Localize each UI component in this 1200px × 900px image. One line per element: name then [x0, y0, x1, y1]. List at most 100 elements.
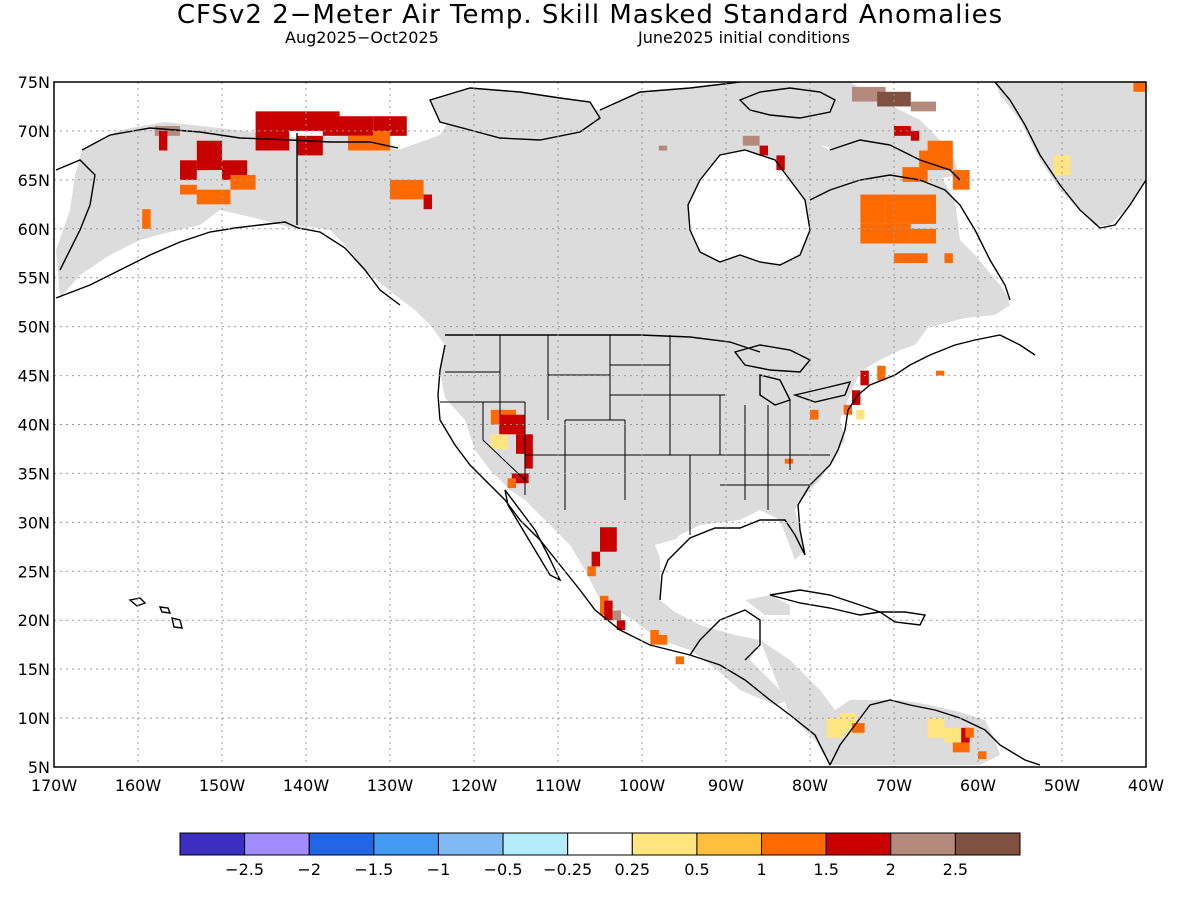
anomaly-cell	[860, 194, 886, 224]
latitude-tick-label: 35N	[18, 464, 50, 483]
latitude-labels: 75N 70N 65N 60N 55N 50N 45N 40N 35N 30N 25N 20N 15N 1…	[18, 73, 50, 777]
longitude-tick-label: 150W	[199, 776, 246, 795]
anomaly-cell	[587, 566, 596, 577]
latitude-tick-label: 30N	[18, 513, 50, 532]
colorbar-label: 0.25	[614, 860, 650, 879]
anomaly-cell	[230, 174, 256, 190]
anomaly-cell	[759, 145, 768, 156]
anomaly-cell	[965, 727, 974, 738]
anomaly-cell	[180, 184, 197, 195]
anomaly-cell	[159, 130, 168, 151]
initial-conditions: June2025 initial conditions	[638, 28, 851, 47]
anomaly-cell	[591, 551, 600, 567]
latitude-tick-label: 55N	[18, 269, 50, 288]
anomaly-cell	[742, 135, 760, 146]
longitude-tick-label: 110W	[535, 776, 582, 795]
graticule	[54, 82, 1146, 767]
latitude-tick-label: 5N	[28, 758, 50, 777]
colorbar-label: −2.5	[225, 860, 264, 879]
colorbar-label: −2	[297, 860, 321, 879]
anomaly-cell	[658, 145, 668, 151]
anomaly-cell	[776, 155, 785, 171]
anomaly-cell	[852, 86, 886, 102]
colorbar-label: 0.5	[684, 860, 709, 879]
colorbar-label: −1.5	[354, 860, 393, 879]
chart-title: CFSv2 2−Meter Air Temp. Skill Masked Sta…	[176, 0, 1004, 30]
anomaly-cell	[877, 91, 911, 107]
anomaly-cell	[196, 189, 231, 205]
colorbar-label: −1	[427, 860, 451, 879]
colorbar-swatch	[567, 832, 633, 856]
latitude-tick-label: 15N	[18, 660, 50, 679]
latitude-tick-label: 10N	[18, 709, 50, 728]
anomaly-cell	[600, 527, 617, 552]
anomaly-cell	[180, 160, 197, 180]
anomaly-cell	[894, 253, 928, 264]
latitude-tick-label: 25N	[18, 562, 50, 581]
anomaly-cell	[936, 370, 945, 376]
anomaly-cell	[196, 140, 222, 171]
anomaly-cell	[919, 150, 953, 171]
coastlines	[55, 82, 1146, 766]
longitude-tick-label: 40W	[1128, 776, 1164, 795]
anomaly-cell	[142, 209, 151, 229]
anomaly-cell	[894, 126, 911, 136]
longitude-tick-label: 60W	[960, 776, 996, 795]
colorbar-swatch	[502, 832, 569, 856]
anomaly-cell	[944, 253, 953, 264]
longitude-labels: 170W 160W 150W 140W 130W 120W 110W 100W 90W 80W 70…	[31, 776, 1164, 795]
anomaly-cell	[423, 194, 432, 210]
anomaly-cell	[860, 223, 911, 244]
anomaly-cell	[650, 630, 659, 640]
anomaly-cell	[616, 620, 626, 630]
anomaly-cell	[612, 610, 621, 621]
longitude-tick-label: 120W	[451, 776, 498, 795]
latitude-tick-label: 20N	[18, 611, 50, 630]
colorbar-label: −0.5	[484, 860, 523, 879]
latitude-tick-label: 75N	[18, 73, 50, 92]
anomaly-cell	[978, 751, 987, 760]
anomaly-cell	[390, 179, 424, 200]
latitude-tick-label: 65N	[18, 171, 50, 190]
skill-mask-area	[56, 82, 1146, 765]
state-boundaries	[440, 335, 830, 535]
anomaly-cell	[524, 448, 533, 469]
anomaly-cell	[927, 718, 945, 738]
anomaly-cell	[826, 718, 844, 738]
longitude-tick-label: 50W	[1044, 776, 1080, 795]
anomaly-cell	[507, 478, 516, 489]
anomaly-cell	[910, 101, 936, 112]
colorbar-label: 2.5	[943, 860, 968, 879]
forecast-period: Aug2025−Oct2025	[285, 28, 439, 47]
anomaly-cell	[650, 634, 668, 645]
longitude-tick-label: 80W	[792, 776, 828, 795]
colorbar-label: −0.25	[543, 860, 592, 879]
anomaly-cell	[860, 370, 869, 386]
anomaly-cell	[852, 722, 865, 733]
longitude-tick-label: 70W	[876, 776, 912, 795]
anomaly-cell	[952, 742, 970, 753]
anomaly-cell	[255, 111, 306, 131]
colorbar-swatch	[631, 832, 698, 856]
colorbar-swatches	[179, 832, 1021, 856]
longitude-tick-label: 130W	[367, 776, 414, 795]
latitude-tick-label: 60N	[18, 220, 50, 239]
colorbar-label: 1.5	[813, 860, 838, 879]
anomaly-cell	[856, 409, 865, 420]
colorbar-label: 1	[756, 860, 766, 879]
colorbar-swatch	[373, 832, 439, 856]
anomaly-cell	[810, 409, 819, 420]
anomaly-cell	[1053, 155, 1071, 175]
anomaly-cell	[877, 365, 886, 381]
colorbar-swatch	[437, 832, 504, 856]
colorbar-swatch	[244, 832, 310, 856]
colorbar-swatch	[308, 832, 375, 856]
colorbar-swatch	[825, 832, 892, 856]
anomaly-cell	[1133, 82, 1146, 92]
colorbar-swatch	[954, 832, 1021, 856]
anomaly-cell	[511, 473, 529, 484]
longitude-tick-label: 90W	[708, 776, 744, 795]
anomaly-cell	[604, 600, 613, 621]
colorbar-swatch	[696, 832, 763, 856]
